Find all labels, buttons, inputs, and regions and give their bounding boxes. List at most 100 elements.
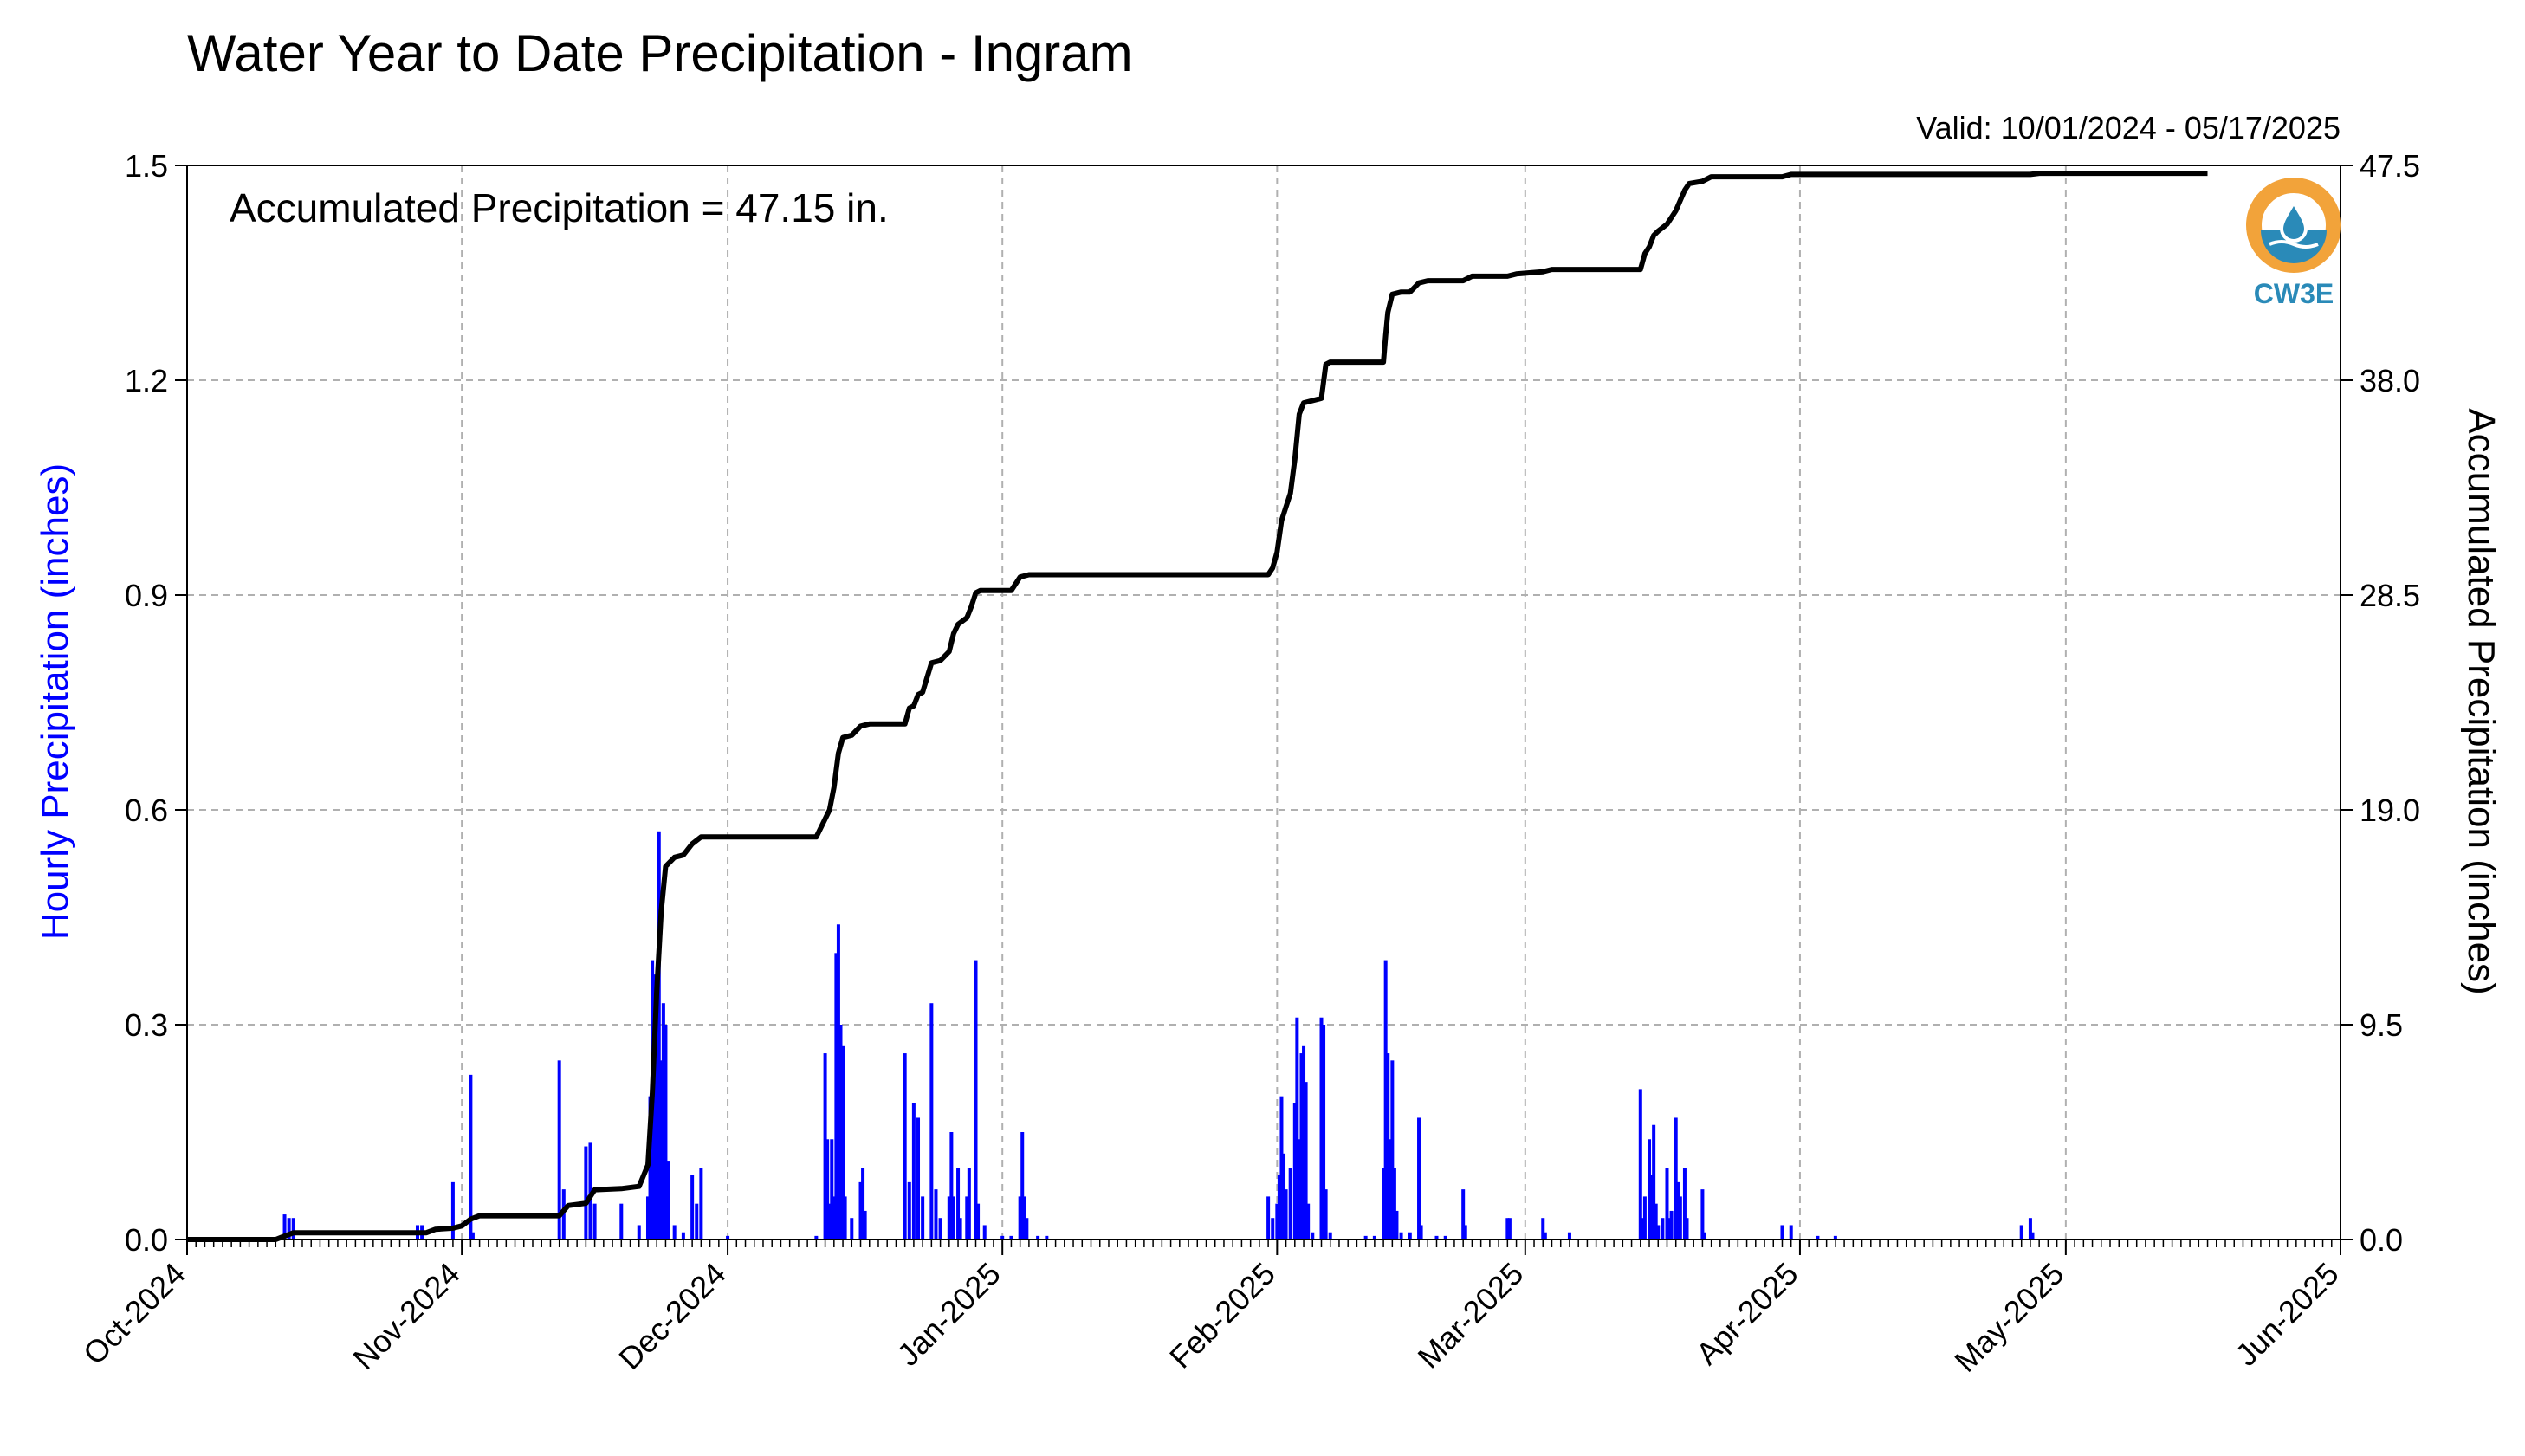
hourly-bar	[652, 974, 657, 1239]
hourly-bar	[1363, 1235, 1368, 1239]
hourly-bar	[974, 960, 978, 1239]
hourly-bar	[850, 1218, 854, 1239]
hourly-bar	[814, 1235, 819, 1239]
hourly-bar	[1295, 1017, 1299, 1239]
hourly-bar	[827, 1203, 832, 1239]
hourly-bar	[830, 1139, 834, 1239]
hourly-bar	[1641, 1218, 1645, 1239]
hourly-bar	[648, 1096, 652, 1239]
hourly-bar	[1390, 1060, 1395, 1239]
hourly-bar	[2019, 1225, 2023, 1239]
hourly-bar	[1382, 1168, 1386, 1239]
hourly-bar	[1669, 1210, 1674, 1239]
hourly-bar	[1018, 1196, 1022, 1239]
hourly-bar	[838, 1025, 843, 1239]
hourly-bar	[690, 1175, 695, 1239]
hourly-bar	[1271, 1218, 1275, 1239]
y-axis-right-label: Accumulated Precipitation (inches)	[2460, 408, 2502, 994]
hourly-bar	[1306, 1203, 1311, 1239]
hourly-bar	[1045, 1235, 1049, 1239]
hourly-bar	[681, 1232, 685, 1239]
hourly-bar	[1282, 1153, 1286, 1239]
hourly-bar	[699, 1168, 703, 1239]
hourly-bar	[661, 1003, 665, 1239]
logo-text: CW3E	[2254, 278, 2334, 309]
hourly-bar	[825, 1139, 830, 1239]
hourly-bar	[1020, 1132, 1025, 1239]
y-right-tick-label: 38.0	[2360, 363, 2420, 398]
hourly-bar	[1288, 1168, 1292, 1239]
hourly-bar	[911, 1103, 916, 1239]
hourly-bar	[1395, 1210, 1399, 1239]
hourly-bar	[1292, 1103, 1297, 1239]
hourly-bar	[951, 1196, 955, 1239]
hourly-bar	[1567, 1232, 1571, 1239]
hourly-bar	[1434, 1235, 1439, 1239]
hourly-bar	[1000, 1235, 1005, 1239]
hourly-bar	[823, 1053, 827, 1239]
accumulated-annotation: Accumulated Precipitation = 47.15 in.	[230, 185, 889, 230]
hourly-bar	[287, 1218, 291, 1239]
hourly-bar	[1638, 1089, 1642, 1239]
y-left-tick-label: 1.2	[125, 363, 168, 398]
hourly-bar	[1652, 1124, 1656, 1239]
hourly-bar	[655, 1003, 659, 1239]
hourly-bar	[863, 1210, 867, 1239]
hourly-bar	[1685, 1218, 1689, 1239]
y-axis-left-label: Hourly Precipitation (inches)	[34, 463, 76, 940]
accumulated-line	[187, 171, 2208, 1242]
hourly-bar	[672, 1225, 677, 1239]
hourly-bar	[976, 1203, 981, 1239]
y-left-tick-label: 1.5	[125, 148, 168, 184]
y-right-tick-label: 28.5	[2360, 578, 2420, 613]
hourly-bar	[1648, 1139, 1652, 1239]
hourly-bar	[938, 1218, 942, 1239]
y-axis-left: 0.0 0.3 0.6 0.9 1.2 1.5	[125, 148, 187, 1258]
hourly-bar	[947, 1196, 951, 1239]
hourly-bar	[1383, 960, 1388, 1239]
hourly-bar	[958, 1218, 962, 1239]
hourly-bar	[1328, 1232, 1332, 1239]
hourly-bar	[1324, 1189, 1328, 1239]
y-right-tick-label: 19.0	[2360, 793, 2420, 828]
cw3e-logo: CW3E	[2246, 178, 2341, 309]
y-left-tick-label: 0.6	[125, 793, 168, 828]
hourly-bar	[1543, 1232, 1547, 1239]
hourly-bar	[557, 1060, 561, 1239]
hourly-bar	[929, 1003, 934, 1239]
hourly-bar	[1025, 1218, 1029, 1239]
hourly-bar	[858, 1181, 863, 1239]
hourly-bar	[1302, 1045, 1306, 1239]
hourly-bar	[588, 1142, 592, 1239]
hourly-bar	[836, 924, 840, 1239]
hourly-bar	[841, 1045, 845, 1239]
hourly-bar	[1408, 1232, 1412, 1239]
hourly-bar	[903, 1053, 907, 1239]
hourly-bar	[726, 1235, 730, 1239]
hourly-bar	[1661, 1218, 1665, 1239]
hourly-bar	[1461, 1189, 1466, 1239]
hourly-bar	[619, 1203, 624, 1239]
hourly-bar	[1311, 1232, 1315, 1239]
hourly-bar	[834, 953, 838, 1239]
hourly-bar	[657, 831, 661, 1239]
hourly-bar	[592, 1203, 597, 1239]
hourly-bar	[1304, 1082, 1308, 1239]
hourly-bar	[1275, 1203, 1279, 1239]
hourly-bar	[291, 1218, 295, 1239]
hourly-bar	[1654, 1203, 1658, 1239]
hourly-bar	[1036, 1235, 1040, 1239]
chart-title: Water Year to Date Precipitation - Ingra…	[187, 24, 1133, 82]
hourly-bar	[450, 1181, 455, 1239]
y-right-tick-label: 47.5	[2360, 148, 2420, 184]
hourly-bar	[1682, 1168, 1687, 1239]
hourly-bar	[1507, 1218, 1512, 1239]
hourly-bar	[1678, 1196, 1682, 1239]
hourly-bar	[1399, 1232, 1403, 1239]
y-axis-right: 0.0 9.5 19.0 28.5 38.0 47.5	[2340, 148, 2420, 1258]
hourly-bar	[982, 1225, 987, 1239]
y-right-tick-label: 0.0	[2360, 1222, 2403, 1258]
grid-lines	[187, 165, 2340, 1239]
